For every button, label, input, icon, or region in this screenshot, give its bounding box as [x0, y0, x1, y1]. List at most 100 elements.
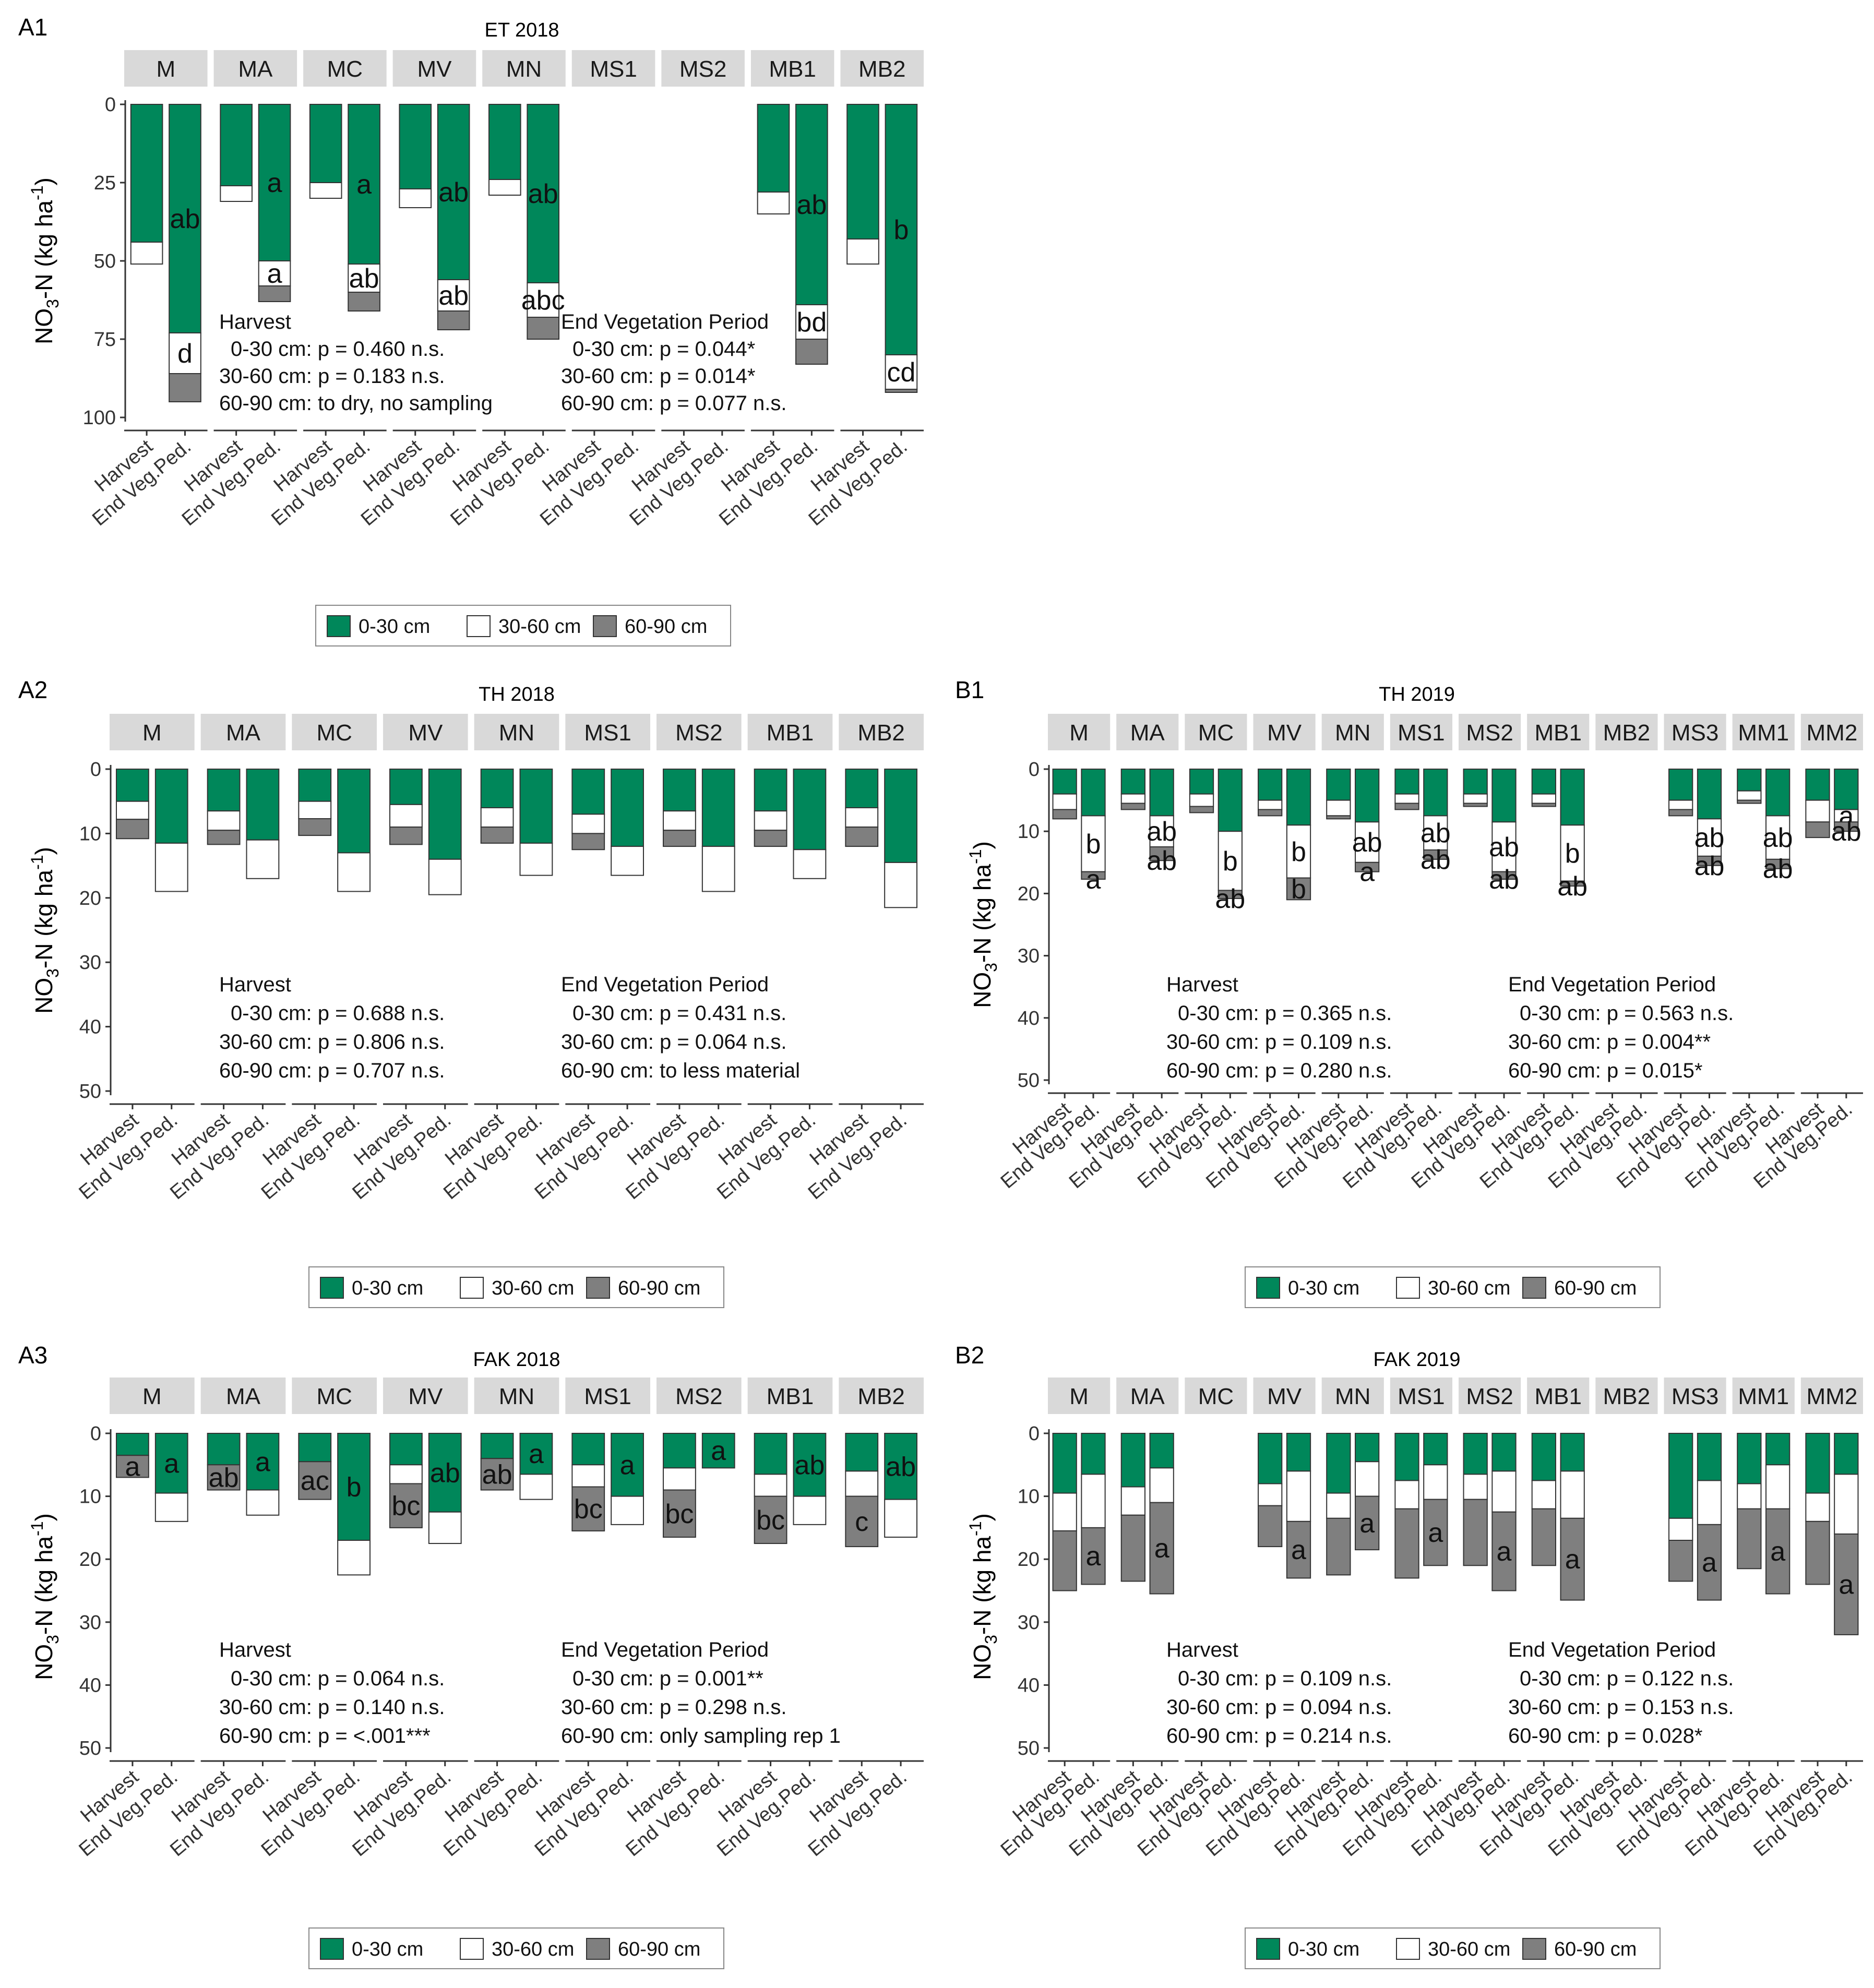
stats-harvest-line: 60-90 cm: p = <.001***	[219, 1724, 431, 1747]
facet-label: MC	[1198, 1384, 1234, 1409]
bar-segment	[1052, 1530, 1077, 1591]
bar-segment	[884, 769, 917, 863]
bar-segment	[1697, 769, 1722, 820]
bar-segment	[1531, 769, 1556, 795]
facet-strip-MB1	[1527, 1378, 1590, 1414]
facet-label: MB2	[1603, 1384, 1650, 1409]
bar-segment	[1737, 790, 1762, 801]
significance-letter: ab	[438, 177, 469, 208]
legend-key	[593, 615, 617, 637]
bar-segment	[1258, 769, 1283, 801]
stats-harvest-line: 60-90 cm: p = 0.214 n.s.	[1166, 1724, 1392, 1747]
bar-segment	[1531, 803, 1556, 807]
facet-label: MN	[1335, 1384, 1370, 1409]
facet-strip-MB1	[747, 714, 833, 750]
significance-letter: ab	[438, 281, 469, 311]
legend-label: 0-30 cm	[352, 1277, 423, 1299]
facet-strip-MS2	[657, 714, 742, 750]
bar-segment	[130, 104, 163, 243]
panel-label: A3	[18, 1342, 47, 1369]
bar-segment	[1120, 769, 1145, 795]
bar-segment	[1560, 1433, 1585, 1472]
facet-label: MN	[499, 720, 534, 746]
bar-segment	[1326, 1517, 1351, 1576]
facet-label: M	[1069, 1384, 1089, 1409]
facet-strip-MN	[1321, 1378, 1384, 1414]
bar-segment	[701, 846, 735, 892]
bar-segment	[207, 810, 241, 831]
facet-strip-MC	[303, 50, 387, 87]
facet-label: M	[1069, 720, 1089, 746]
bar-segment	[1423, 849, 1448, 860]
bar-segment	[885, 354, 918, 390]
bar-segment	[1081, 1474, 1106, 1528]
bar-segment	[258, 285, 291, 302]
bar-segment	[246, 839, 280, 879]
bar-segment	[1355, 1495, 1380, 1551]
significance-letter: ab	[430, 1458, 460, 1488]
bar-segment	[298, 800, 332, 820]
bar-segment	[845, 807, 879, 828]
panel-title: TH 2018	[479, 684, 555, 705]
bar-segment	[1805, 821, 1830, 839]
significance-letter: ab	[1557, 871, 1587, 902]
bar-segment	[1286, 769, 1311, 826]
facet-strip-MB1	[750, 50, 834, 87]
bar-segment	[571, 1464, 605, 1488]
y-axis-title: NO3-N (kg ha-1)	[966, 841, 1000, 1008]
y-axis-title: NO3-N (kg ha-1)	[966, 1513, 1000, 1680]
bar-segment	[246, 769, 280, 841]
panel-A2: A2 TH 2018 0 10 20 30 40 50 NO3-N (kg ha-1) M Harv…	[18, 676, 924, 1308]
facet-label: MS1	[584, 720, 631, 746]
facet-strip-MC	[292, 1378, 377, 1414]
bar-segment	[154, 1492, 188, 1522]
stats-harvest-line: 60-90 cm: to dry, no sampling	[219, 392, 493, 415]
bar-segment	[1668, 1433, 1693, 1519]
legend-key	[320, 1938, 344, 1960]
significance-letter: a	[267, 259, 282, 289]
bar-segment	[1423, 769, 1448, 817]
bar-segment	[1697, 855, 1722, 866]
bar-segment	[1326, 1433, 1351, 1494]
bar-segment	[1560, 769, 1585, 826]
bar-segment	[663, 1433, 696, 1469]
bar-segment	[884, 1499, 917, 1538]
facet-strip-MN	[482, 50, 566, 87]
bar-segment	[1697, 818, 1722, 857]
stats-endveg-line: 0-30 cm: p = 0.431 n.s.	[572, 1002, 786, 1025]
bar-segment	[1326, 815, 1351, 820]
facet-label: MV	[408, 1384, 443, 1409]
legend-label: 60-90 cm	[1554, 1277, 1637, 1299]
bar-segment	[1189, 793, 1214, 807]
panel-B1: B1 TH 2019 0 10 20 30 40 50 NO3-N (kg ha-1) M Harv…	[955, 676, 1863, 1308]
bar-segment	[1052, 1492, 1077, 1531]
facet-strip-MM1	[1732, 1378, 1795, 1414]
bar-segment	[1463, 803, 1488, 807]
bar-segment	[519, 769, 553, 844]
significance-letter: cd	[887, 357, 915, 388]
significance-letter: ab	[1421, 818, 1451, 848]
stats-harvest-line: 30-60 cm: p = 0.094 n.s.	[1166, 1696, 1392, 1719]
bar-segment	[1326, 769, 1351, 801]
bar-segment	[885, 104, 918, 355]
significance-letter: a	[1359, 857, 1375, 888]
bar-segment	[1834, 1474, 1859, 1535]
bar-segment	[1491, 1511, 1517, 1591]
bar-segment	[1463, 1499, 1488, 1566]
stats-endveg-line: 60-90 cm: p = 0.015*	[1508, 1059, 1702, 1082]
legend-label: 60-90 cm	[618, 1277, 700, 1299]
facet-strip-MM2	[1800, 714, 1863, 750]
stats-endveg-line: 60-90 cm: p = 0.028*	[1508, 1724, 1702, 1747]
facet-strip-M	[110, 714, 195, 750]
facet-label: MS3	[1672, 720, 1718, 746]
bar-segment	[1423, 1464, 1448, 1500]
bar-segment	[793, 1495, 827, 1525]
y-tick-label: 50	[79, 1738, 101, 1759]
bar-segment	[1258, 799, 1283, 810]
bar-segment	[1463, 793, 1488, 804]
bar-segment	[1326, 1492, 1351, 1519]
significance-letter: bc	[391, 1491, 420, 1522]
bar-segment	[846, 238, 879, 265]
bar-segment	[154, 769, 188, 844]
